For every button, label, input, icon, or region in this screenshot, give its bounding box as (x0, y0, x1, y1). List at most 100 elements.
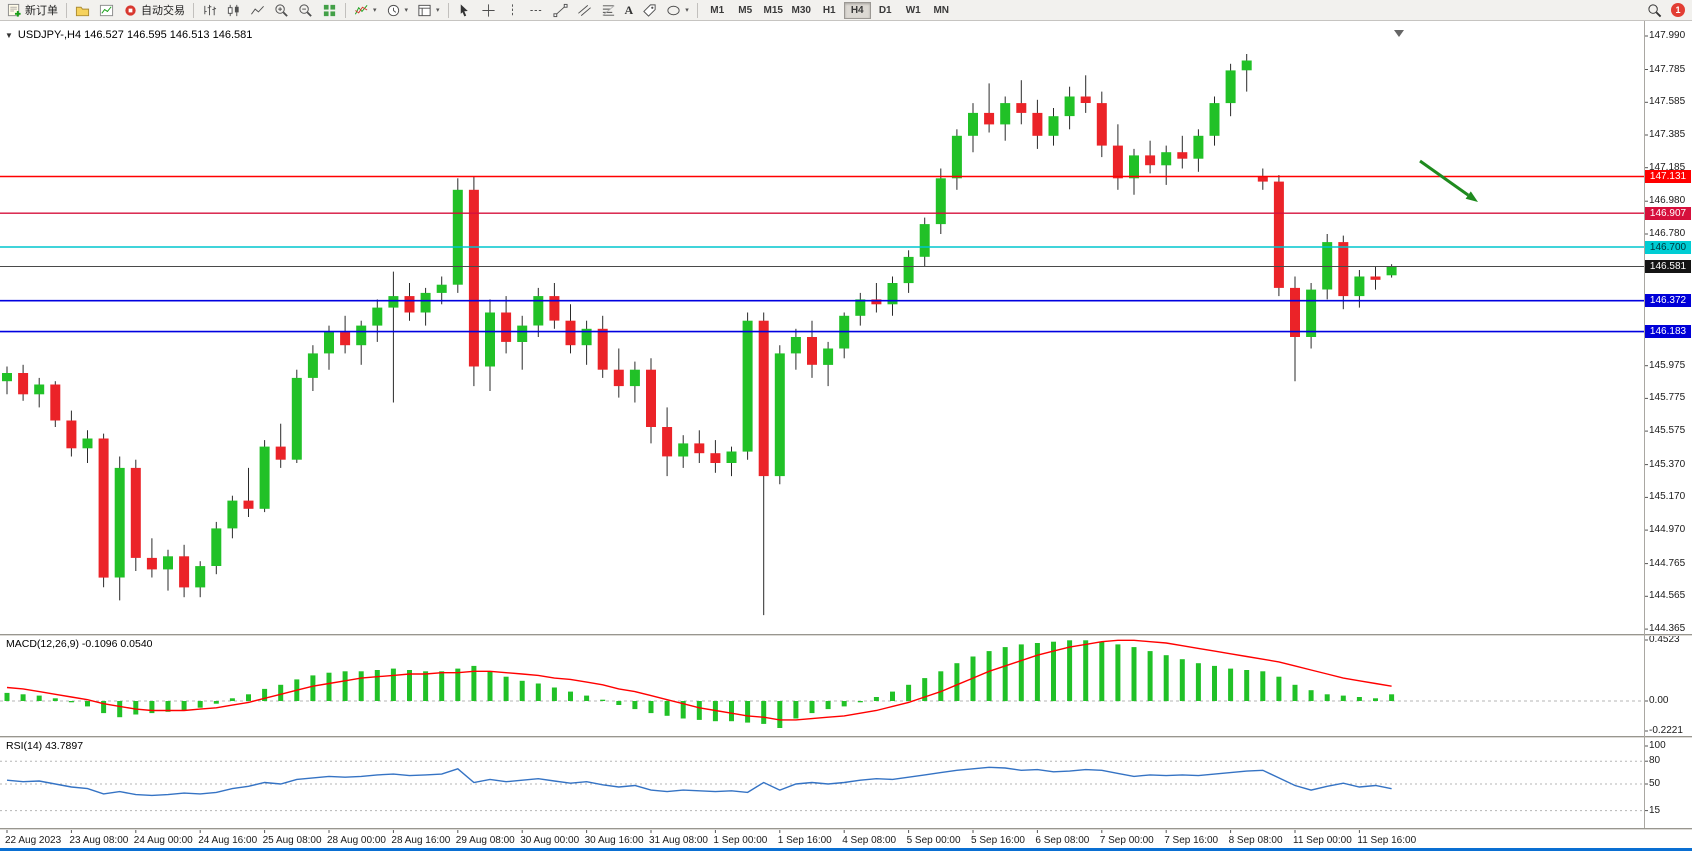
candle (291, 377, 302, 460)
horizontal-line-tool-button[interactable] (525, 1, 548, 20)
crosshair-tool-button[interactable] (477, 1, 500, 20)
template-icon (418, 4, 431, 16)
timeframe-h4[interactable]: H4 (843, 1, 871, 19)
line-chart-type-button[interactable] (246, 1, 269, 20)
time-tick: 4 Sep 08:00 (842, 835, 897, 846)
timeframe-h1[interactable]: H1 (816, 2, 843, 19)
trend-arrow-head (1465, 191, 1478, 202)
horizontal-line-icon (529, 9, 543, 11)
chevron-down-icon: ▾ (373, 7, 377, 14)
new-order-icon (7, 3, 21, 17)
time-tick: 24 Aug 16:00 (198, 835, 258, 846)
candle (1096, 103, 1107, 146)
autotrading-label: 自动交易 (141, 5, 185, 17)
indicators-button[interactable]: ▾ (350, 1, 381, 20)
macd-axis-tick: 0.00 (1649, 695, 1669, 707)
timeframe-m15[interactable]: M15 (760, 2, 787, 19)
price-tick: 147.385 (1649, 128, 1686, 140)
text-tool-button[interactable]: A (621, 1, 638, 20)
chart-shift-marker[interactable] (1394, 30, 1404, 37)
autotrading-icon (125, 4, 136, 16)
candle (82, 438, 93, 449)
autotrading-button[interactable]: 自动交易 (119, 1, 189, 20)
candle (903, 256, 914, 284)
candle (1241, 60, 1252, 71)
time-tick: 31 Aug 08:00 (649, 835, 708, 846)
chevron-down-icon: ▾ (404, 7, 409, 14)
candle (146, 557, 157, 570)
price-tick: 147.785 (1649, 63, 1686, 75)
candle (98, 438, 109, 578)
tile-windows-button[interactable] (318, 1, 341, 20)
zoom-in-button[interactable] (270, 1, 293, 20)
candle (275, 446, 286, 460)
timeframe-m5[interactable]: M5 (732, 2, 759, 19)
time-tick: 28 Aug 00:00 (327, 835, 386, 846)
profiles-icon (75, 6, 90, 16)
search-icon (1648, 3, 1662, 17)
price-line-label: 146.907 (1645, 206, 1691, 220)
candle (662, 427, 673, 457)
timeframe-m30[interactable]: M30 (788, 2, 815, 19)
candle (324, 332, 334, 354)
candle (1048, 116, 1059, 136)
new-order-button[interactable]: 新订单 (3, 1, 62, 20)
candle (404, 296, 415, 313)
price-tick: 144.765 (1649, 557, 1686, 569)
cursor-tool-button[interactable] (453, 1, 476, 20)
profiles-button[interactable] (71, 1, 94, 20)
bar-chart-type-button[interactable] (198, 1, 221, 20)
zoom-out-button[interactable] (294, 1, 317, 20)
periods-button[interactable]: ▾ (382, 1, 413, 20)
time-tick: 23 Aug 08:00 (69, 835, 129, 846)
rsi-label: RSI(14) 43.7897 (6, 740, 84, 752)
collapse-panel-icon[interactable]: ▼ (5, 30, 13, 40)
notifications-button[interactable]: 1 (1667, 1, 1689, 20)
candle (66, 420, 77, 449)
timeframe-mn[interactable]: MN (928, 2, 955, 19)
toolbar-separator (447, 2, 449, 18)
candle (468, 189, 479, 367)
trendline-tool-button[interactable] (549, 1, 572, 20)
candle (227, 500, 238, 529)
macd-axis-tick: 0.4523 (1649, 634, 1680, 645)
candlestick-type-button[interactable] (222, 1, 245, 20)
vertical-line-tool-button[interactable] (501, 1, 524, 20)
bar-chart-icon (204, 4, 217, 15)
candle (1209, 103, 1220, 136)
macd-axis-tick: -0.2221 (1649, 725, 1683, 736)
price-tick: 144.565 (1649, 590, 1686, 602)
candle (1354, 276, 1365, 297)
label-tool-button[interactable] (638, 1, 661, 20)
candle (597, 328, 608, 370)
shapes-tool-button[interactable]: ▾ (662, 1, 693, 20)
trend-arrow-annotation[interactable] (1419, 159, 1470, 197)
toolbar-separator (66, 2, 67, 18)
candle (1177, 152, 1188, 159)
toolbar-separator (696, 2, 698, 18)
panel-divider-macd[interactable] (0, 634, 1692, 636)
candle (613, 369, 624, 387)
channel-tool-button[interactable] (573, 1, 596, 20)
market-watch-button[interactable] (95, 1, 118, 20)
timeframe-m1[interactable]: M1 (704, 2, 731, 19)
timeframe-d1[interactable]: D1 (872, 2, 899, 19)
price-scale-separator (1644, 21, 1645, 828)
candle (1306, 289, 1317, 337)
templates-button[interactable]: ▾ (413, 1, 444, 20)
search-button[interactable] (1643, 1, 1666, 20)
candle (951, 135, 962, 179)
candle (1257, 176, 1268, 182)
timeframe-w1[interactable]: W1 (900, 2, 927, 19)
fibonacci-tool-button[interactable] (597, 1, 620, 20)
candle (356, 325, 367, 346)
candle (517, 325, 528, 342)
candle (646, 369, 656, 427)
panel-divider-rsi[interactable] (0, 736, 1692, 738)
price-line-label: 147.131 (1645, 170, 1691, 184)
candle (195, 566, 206, 588)
macd-histogram (4, 640, 1395, 728)
candle (1338, 242, 1349, 297)
candle (372, 307, 383, 326)
candle (50, 384, 61, 421)
